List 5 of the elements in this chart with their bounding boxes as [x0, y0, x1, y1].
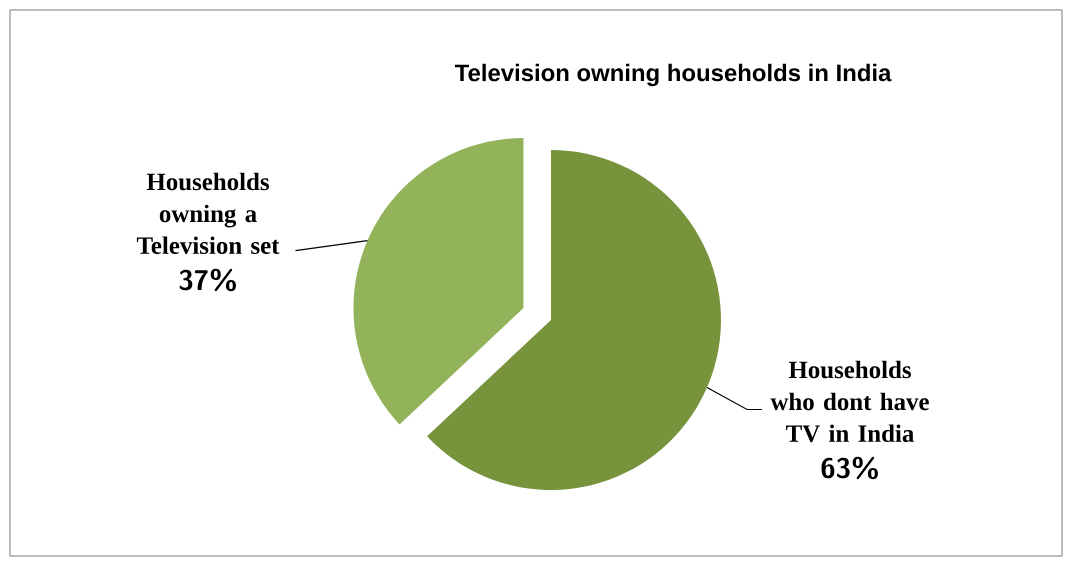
- slice-label: Households who dont have TV in India: [770, 360, 929, 443]
- data-label: 63%: [821, 456, 878, 480]
- data-label: 37%: [179, 268, 236, 292]
- chart-title: Television owning households in India: [454, 63, 892, 87]
- slice-label: Households owning a Television set: [136, 172, 280, 255]
